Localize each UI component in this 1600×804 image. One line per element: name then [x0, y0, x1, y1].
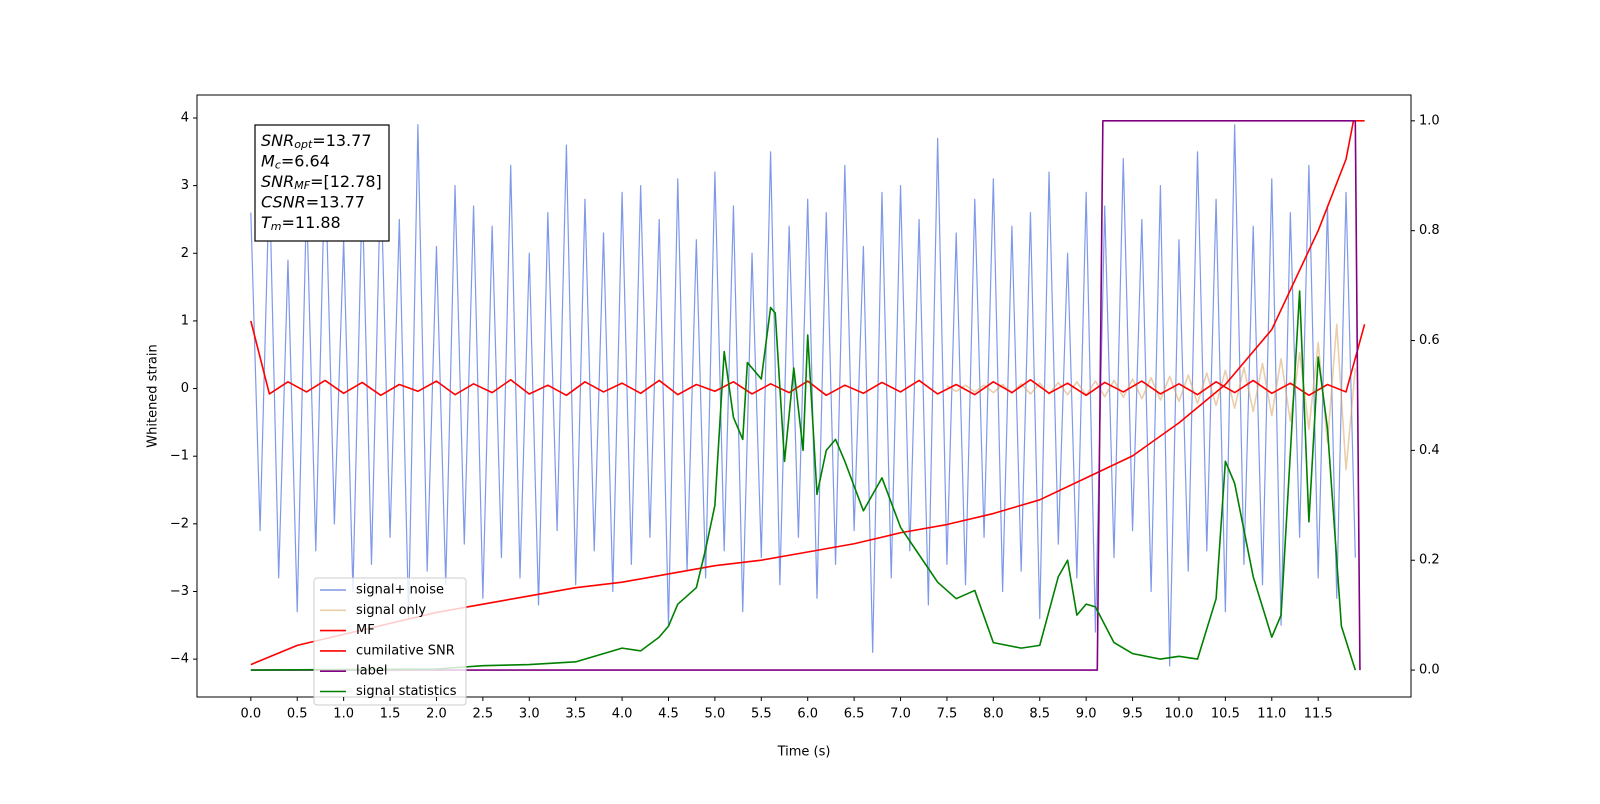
- y-tick-label: 3: [181, 178, 189, 193]
- annotation-box: SNRopt=13.77Mc=6.64SNRMF=[12.78]CSNR=13.…: [254, 124, 390, 242]
- annotation-subscript: opt: [294, 138, 313, 151]
- series-line: [250, 120, 1361, 671]
- y-tick-label: −2: [170, 516, 189, 531]
- annotation-line: Mc=6.64: [261, 151, 330, 172]
- series-line: [250, 290, 1357, 671]
- x-tick-label: 1.5: [380, 707, 401, 722]
- annotation-value: =6.64: [281, 151, 330, 170]
- annotation-subscript: m: [271, 220, 282, 233]
- legend-label: label: [356, 664, 387, 679]
- y-tick-label: −1: [170, 449, 189, 464]
- x-tick-label: 0.5: [287, 707, 308, 722]
- x-tick-label: 9.0: [1076, 707, 1097, 722]
- annotation-value: =11.88: [282, 213, 341, 232]
- x-tick-label: 3.0: [519, 707, 540, 722]
- x-tick-label: 7.0: [890, 707, 911, 722]
- legend: signal+ noise signal only MF cumilative SNR…: [313, 577, 467, 706]
- y-tick-label: 0: [181, 381, 189, 396]
- annotation-subscript: MF: [294, 179, 310, 192]
- x-tick-label: 11.0: [1257, 707, 1286, 722]
- x-tick-label: 1.0: [333, 707, 354, 722]
- legend-label: signal+ noise: [356, 583, 444, 598]
- legend-label: signal statistics: [356, 684, 457, 699]
- y-tick-label: −3: [170, 584, 189, 599]
- annotation-line: SNRMF=[12.78]: [261, 172, 382, 193]
- x-tick-label: 7.5: [937, 707, 958, 722]
- annotation-subscript: c: [275, 159, 281, 172]
- legend-label: signal only: [356, 603, 426, 618]
- x-tick-label: 5.0: [705, 707, 726, 722]
- x-axis-label: Time (s): [777, 745, 831, 760]
- legend-frame: [313, 577, 467, 706]
- x-tick-label: 9.5: [1122, 707, 1143, 722]
- y2-tick-label: 1.0: [1419, 113, 1440, 128]
- series-line: [250, 124, 1356, 667]
- annotation-frame: [254, 124, 390, 242]
- y2-tick-label: 0.0: [1419, 663, 1440, 678]
- x-tick-label: 4.5: [658, 707, 679, 722]
- y-tick-label: 2: [181, 246, 189, 261]
- x-tick-label: 0.0: [240, 707, 261, 722]
- y-tick-label: −4: [170, 652, 189, 667]
- annotation-line: SNRopt=13.77: [261, 131, 372, 152]
- y2-tick-label: 0.6: [1419, 333, 1440, 348]
- x-tick-label: 8.0: [983, 707, 1004, 722]
- x-tick-label: 2.0: [426, 707, 447, 722]
- annotation-variable: SNR: [261, 131, 294, 150]
- y-axis-label: Whitened strain: [146, 344, 161, 447]
- x-tick-label: 10.5: [1211, 707, 1240, 722]
- y-tick-label: 1: [181, 313, 189, 328]
- annotation-lines: SNRopt=13.77Mc=6.64SNRMF=[12.78]CSNR=13.…: [261, 131, 382, 234]
- x-tick-label: 6.5: [844, 707, 865, 722]
- annotation-variable: M: [261, 151, 275, 170]
- annotation-variable: SNR: [261, 172, 294, 191]
- annotation-line: CSNR=13.77: [261, 192, 365, 211]
- series-line: [250, 320, 1366, 397]
- y-tick-label: 4: [181, 110, 189, 125]
- x-tick-label: 5.5: [751, 707, 772, 722]
- legend-label: MF: [356, 623, 375, 638]
- axes-frame: [196, 94, 1412, 698]
- annotation-variable: T: [261, 213, 272, 232]
- annotation-variable: CSNR: [261, 192, 306, 211]
- x-tick-label: 4.0: [612, 707, 633, 722]
- annotation-value: =13.77: [312, 131, 371, 150]
- y2-tick-label: 0.2: [1419, 553, 1440, 568]
- x-tick-label: 2.5: [473, 707, 494, 722]
- x-tick-label: 3.5: [565, 707, 586, 722]
- annotation-value: =[12.78]: [310, 172, 382, 191]
- x-tick-label: 8.5: [1029, 707, 1050, 722]
- x-tick-label: 6.0: [797, 707, 818, 722]
- annotation-line: Tm=11.88: [261, 213, 341, 234]
- x-tick-label: 11.5: [1304, 707, 1333, 722]
- legend-label: cumilative SNR: [356, 643, 455, 658]
- x-tick-label: 10.0: [1164, 707, 1193, 722]
- y2-tick-label: 0.4: [1419, 443, 1440, 458]
- y2-tick-label: 0.8: [1419, 223, 1440, 238]
- annotation-value: =13.77: [306, 192, 365, 211]
